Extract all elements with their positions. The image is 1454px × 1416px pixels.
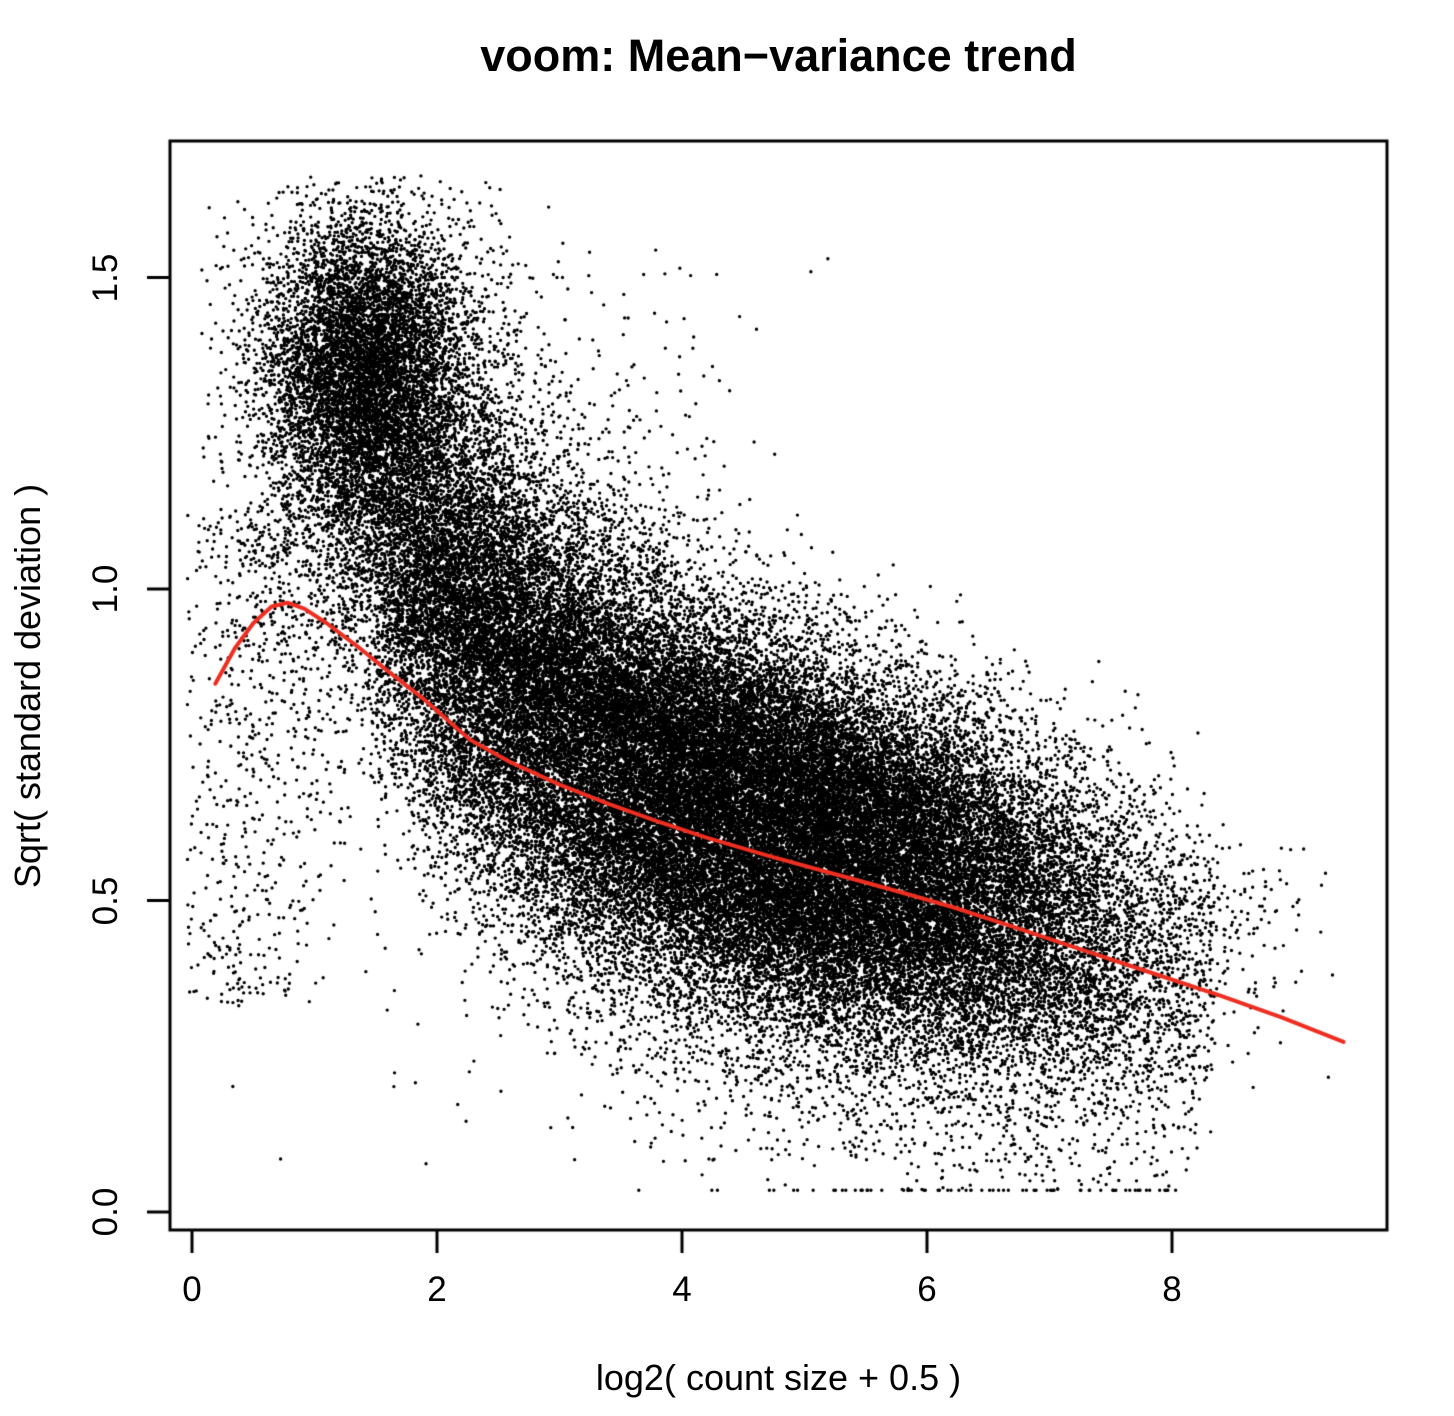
y-axis-label: Sqrt( standard deviation ) bbox=[7, 483, 48, 889]
x-tick-label: 0 bbox=[182, 1270, 202, 1309]
y-tick-label: 0.0 bbox=[86, 1187, 125, 1237]
plot-title: voom: Mean−variance trend bbox=[480, 30, 1077, 81]
y-tick-label: 1.5 bbox=[86, 253, 125, 302]
x-tick-label: 6 bbox=[917, 1270, 937, 1309]
x-tick-label: 2 bbox=[427, 1270, 447, 1309]
x-axis-label: log2( count size + 0.5 ) bbox=[595, 1357, 962, 1398]
y-tick-label: 1.0 bbox=[86, 564, 125, 614]
y-tick-label: 0.5 bbox=[86, 876, 125, 925]
x-tick-label: 4 bbox=[672, 1270, 692, 1309]
x-tick-label: 8 bbox=[1162, 1270, 1182, 1309]
